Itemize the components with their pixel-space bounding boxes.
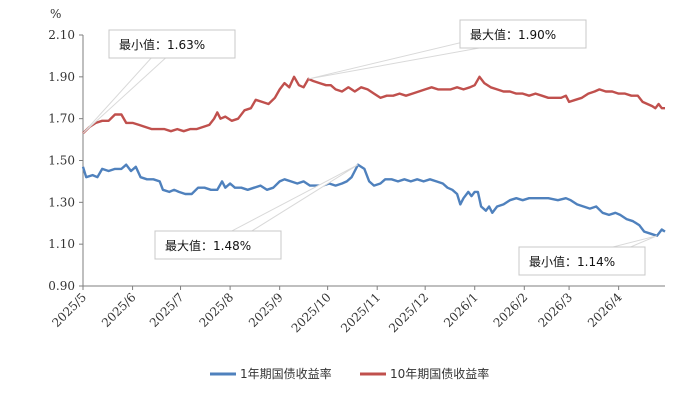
x-tick-label: 2026/1 — [441, 290, 481, 330]
legend: 1年期国债收益率 10年期国债收益率 — [210, 366, 489, 381]
callout-box — [518, 246, 646, 276]
x-tick-label: 2025/5 — [49, 290, 89, 330]
callout-label: 最大值：1.90% — [470, 27, 556, 42]
y-axis-ticks: 2.10 1.90 1.70 1.50 1.30 1.10 0.90 — [48, 28, 83, 293]
x-tick-label: 2026/3 — [535, 290, 575, 330]
x-tick-label: 2025/10 — [289, 290, 334, 335]
y-tick-label: 1.70 — [48, 112, 75, 126]
series-line-1 — [81, 163, 666, 237]
callout-box — [154, 230, 282, 260]
y-tick-label: 1.10 — [48, 237, 75, 251]
callout-label: 最小值：1.63% — [119, 37, 205, 52]
y-tick-label: 1.50 — [48, 154, 75, 168]
x-tick-label: 2026/4 — [585, 290, 625, 330]
legend-label: 1年期国债收益率 — [240, 366, 332, 381]
x-tick-label: 2025/9 — [246, 290, 286, 330]
x-tick-label: 2025/6 — [99, 290, 139, 330]
y-tick-label: 0.90 — [48, 279, 75, 293]
x-tick-label: 2025/8 — [196, 290, 236, 330]
series-lines — [81, 75, 666, 237]
callout-label: 最大值：1.48% — [165, 238, 251, 253]
callout-box — [108, 29, 236, 59]
x-tick-label: 2025/11 — [338, 290, 383, 335]
y-tick-label: 1.30 — [48, 195, 75, 209]
legend-label: 10年期国债收益率 — [390, 366, 489, 381]
y-unit-label: % — [50, 7, 61, 21]
callout-label: 最小值：1.14% — [529, 254, 615, 269]
annotation-callouts: 最大值：1.48% 最小值：1.14% 最小值：1.63% 最大值：1.90% — [82, 19, 658, 276]
callout-box — [459, 19, 587, 49]
y-tick-label: 2.10 — [48, 28, 75, 42]
x-tick-label: 2026/2 — [491, 290, 531, 330]
x-tick-label: 2025/12 — [386, 290, 431, 335]
y-tick-label: 1.90 — [48, 70, 75, 84]
x-tick-label: 2025/7 — [147, 290, 187, 330]
x-axis-ticks: 2025/5 2025/6 2025/7 2025/8 2025/9 2025/10 202… — [49, 286, 625, 335]
series-line-2 — [82, 75, 665, 135]
